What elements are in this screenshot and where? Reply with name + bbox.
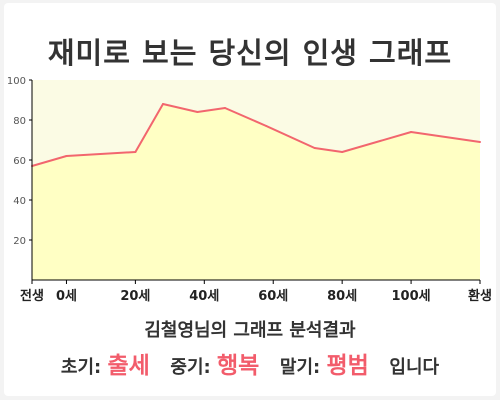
data-point [161,103,164,105]
analysis-verdict: 초기: 출세 중기: 행복 말기: 평범 입니다 [0,346,500,380]
page-title: 재미로 보는 당신의 인생 그래프 [47,36,453,70]
data-point [479,141,481,143]
data-point [410,131,413,133]
data-point [196,111,199,113]
middle-value: 행복 [217,353,260,379]
y-tick-label: 80 [13,116,26,127]
x-tick-label: 20세 [120,289,150,304]
x-tick-label: 80세 [327,289,357,304]
data-point [265,125,268,127]
x-tick-label: 환생 [468,288,492,304]
y-tick-label: 20 [13,236,26,247]
x-tick-label: 60세 [258,289,288,304]
x-tick-label: 전생 [20,288,44,304]
x-tick-label: 0세 [56,289,77,304]
analysis-summary: 김철영님의 그래프 분석결과 [144,320,356,341]
y-tick-label: 40 [13,196,26,207]
data-point [313,147,316,149]
x-tick-label: 40세 [189,289,219,304]
y-tick-label: 100 [7,76,26,87]
middle-label: 중기: [170,357,211,378]
early-label: 초기: [60,357,102,378]
late-value: 평범 [326,353,369,379]
late-label: 말기: [279,357,321,378]
data-point [223,107,226,109]
data-point [65,155,68,157]
x-tick-label: 100세 [392,289,431,304]
verdict-suffix: 입니다 [389,357,440,378]
data-point [134,151,137,153]
y-tick-label: 60 [13,156,26,167]
early-value: 출세 [107,353,150,379]
data-point [341,151,344,153]
area-fill [32,104,480,280]
